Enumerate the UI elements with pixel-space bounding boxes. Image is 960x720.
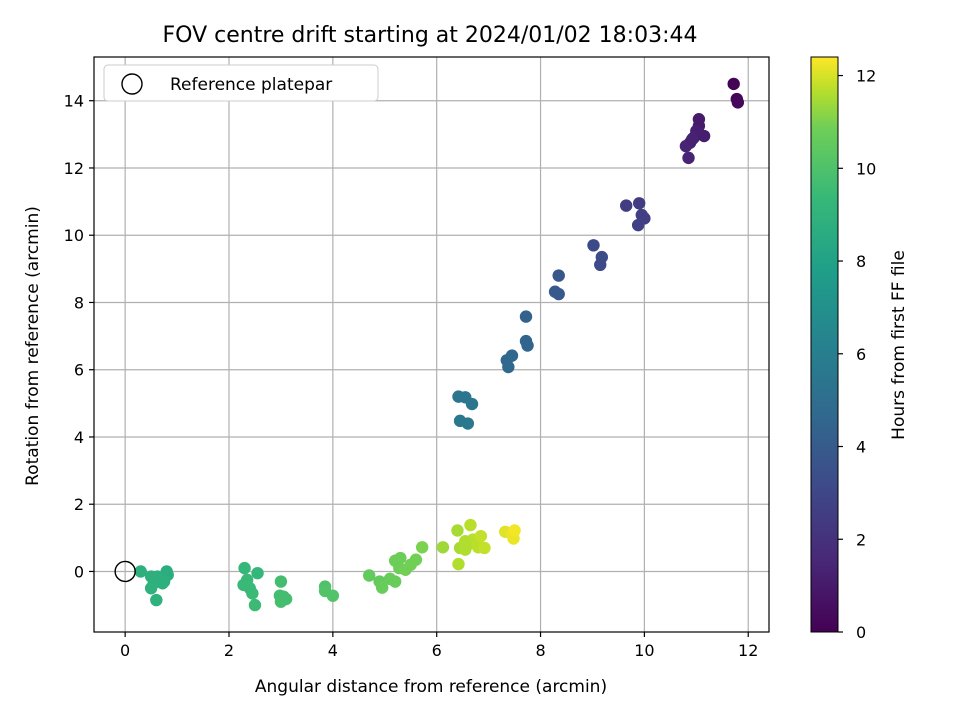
colorbar bbox=[810, 56, 839, 633]
x-axis-label: Angular distance from reference (arcmin) bbox=[255, 677, 607, 697]
colorbar-tick-label: 12 bbox=[856, 67, 876, 86]
y-tick-label: 8 bbox=[74, 293, 84, 312]
colorbar-tick-label: 10 bbox=[856, 159, 876, 178]
legend-box bbox=[103, 64, 379, 102]
colorbar-label: Hours from first FF file bbox=[889, 250, 909, 440]
grid-lines bbox=[94, 57, 769, 632]
data-point bbox=[620, 199, 633, 212]
data-point bbox=[502, 360, 515, 374]
data-point bbox=[632, 197, 646, 210]
x-tick-label: 0 bbox=[120, 641, 130, 660]
colorbar-tick-label: 8 bbox=[856, 252, 866, 271]
y-tick-label: 14 bbox=[64, 92, 84, 111]
legend-marker-reference bbox=[121, 73, 143, 95]
data-point bbox=[685, 133, 699, 146]
x-tick-label: 6 bbox=[432, 641, 442, 660]
x-tick-label: 10 bbox=[634, 641, 654, 660]
data-point bbox=[394, 551, 407, 565]
colorbar-tick-label: 2 bbox=[856, 530, 866, 549]
data-point bbox=[731, 96, 745, 109]
data-point bbox=[464, 518, 477, 532]
legend-label-reference: Reference platepar bbox=[170, 75, 332, 95]
plot-frame bbox=[93, 56, 770, 633]
data-point bbox=[461, 417, 475, 430]
x-tick-label: 4 bbox=[328, 641, 338, 660]
y-tick-label: 4 bbox=[74, 428, 84, 447]
colorbar-ticks: 0 2 4 6 8 10 12 bbox=[838, 67, 876, 642]
y-axis-ticks: 0 2 4 6 8 10 12 14 bbox=[64, 92, 94, 581]
data-point bbox=[409, 553, 423, 566]
data-point bbox=[587, 239, 600, 252]
data-point bbox=[151, 570, 164, 583]
data-point bbox=[415, 541, 429, 554]
data-point bbox=[465, 397, 479, 411]
data-point bbox=[248, 598, 262, 612]
data-point bbox=[452, 557, 465, 571]
data-point bbox=[459, 535, 472, 548]
y-tick-label: 12 bbox=[64, 159, 84, 178]
y-tick-label: 2 bbox=[74, 495, 84, 514]
data-points bbox=[134, 77, 745, 612]
data-point bbox=[134, 565, 147, 578]
data-point bbox=[144, 582, 158, 595]
legend: Reference platepar bbox=[103, 64, 379, 102]
reference-marker-group bbox=[114, 560, 136, 583]
data-point bbox=[150, 593, 163, 607]
data-point bbox=[682, 151, 695, 165]
reference-marker bbox=[114, 560, 136, 583]
data-point bbox=[727, 77, 740, 91]
data-point bbox=[451, 524, 464, 537]
data-point bbox=[631, 218, 645, 232]
y-tick-label: 0 bbox=[74, 562, 84, 581]
data-point bbox=[474, 529, 488, 543]
colorbar-tick-label: 4 bbox=[856, 438, 866, 457]
colorbar-tick-label: 0 bbox=[856, 623, 866, 642]
data-point bbox=[552, 269, 565, 282]
data-point bbox=[277, 590, 290, 603]
x-tick-label: 2 bbox=[224, 641, 234, 660]
x-tick-label: 8 bbox=[535, 641, 545, 660]
data-point bbox=[375, 581, 389, 594]
data-point bbox=[436, 541, 450, 554]
y-axis-label: Rotation from reference (arcmin) bbox=[23, 206, 43, 486]
data-point bbox=[594, 258, 607, 272]
colorbar-tick-label: 6 bbox=[856, 345, 866, 364]
y-tick-label: 10 bbox=[64, 226, 84, 245]
y-tick-label: 6 bbox=[74, 361, 84, 380]
data-point bbox=[251, 566, 264, 580]
x-tick-label: 12 bbox=[738, 641, 758, 660]
x-axis-ticks: 0 2 4 6 8 10 12 bbox=[120, 632, 758, 660]
data-point bbox=[243, 582, 256, 595]
data-point bbox=[238, 561, 251, 575]
data-point bbox=[326, 589, 340, 602]
data-point bbox=[478, 541, 491, 555]
data-point bbox=[388, 575, 402, 588]
data-point bbox=[362, 569, 376, 582]
data-point bbox=[508, 524, 521, 537]
data-point bbox=[274, 575, 288, 588]
data-point bbox=[521, 339, 534, 352]
data-point bbox=[552, 287, 565, 301]
data-point bbox=[519, 310, 533, 323]
chart-title: FOV centre drift starting at 2024/01/02 … bbox=[163, 23, 698, 48]
